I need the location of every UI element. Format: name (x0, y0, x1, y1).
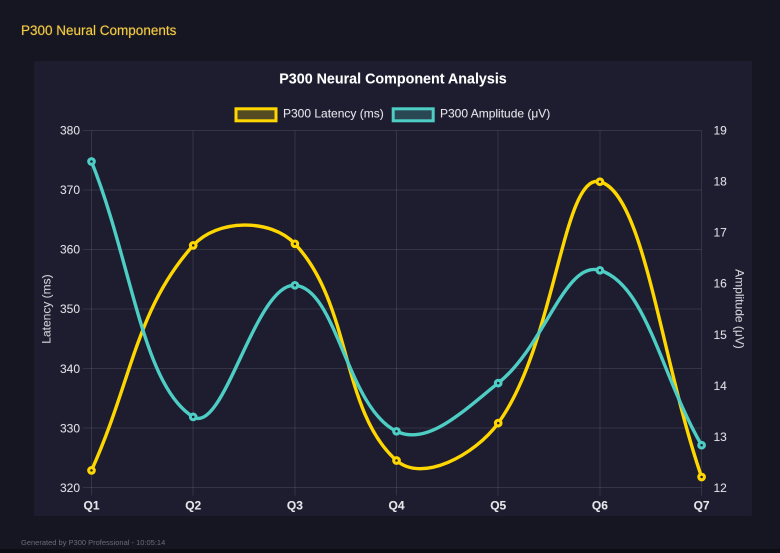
svg-text:360: 360 (60, 243, 80, 257)
svg-text:340: 340 (60, 362, 80, 376)
svg-text:Q4: Q4 (388, 499, 404, 513)
svg-text:12: 12 (714, 481, 728, 495)
svg-text:P300 Amplitude (μV): P300 Amplitude (μV) (440, 106, 550, 120)
svg-text:Q3: Q3 (287, 499, 303, 513)
svg-text:370: 370 (60, 183, 80, 197)
svg-text:P300 Latency (ms): P300 Latency (ms) (283, 106, 384, 120)
svg-text:13: 13 (714, 430, 728, 444)
svg-text:Q5: Q5 (490, 499, 506, 513)
svg-text:350: 350 (60, 302, 80, 316)
svg-text:Q2: Q2 (185, 499, 201, 513)
svg-text:380: 380 (60, 124, 80, 138)
svg-text:330: 330 (60, 421, 80, 435)
svg-text:320: 320 (60, 481, 80, 495)
svg-text:Q7: Q7 (694, 499, 710, 513)
svg-text:Amplitude (μV): Amplitude (μV) (733, 269, 747, 349)
svg-text:Q6: Q6 (592, 499, 608, 513)
svg-text:19: 19 (714, 124, 728, 138)
svg-text:17: 17 (714, 226, 728, 240)
svg-text:18: 18 (714, 175, 728, 189)
svg-text:Latency (ms): Latency (ms) (40, 274, 54, 343)
svg-text:16: 16 (714, 277, 728, 291)
svg-text:P300 Neural Component Analysis: P300 Neural Component Analysis (279, 72, 507, 88)
svg-text:14: 14 (714, 379, 728, 393)
svg-text:Q1: Q1 (83, 499, 99, 513)
svg-text:15: 15 (714, 328, 728, 342)
